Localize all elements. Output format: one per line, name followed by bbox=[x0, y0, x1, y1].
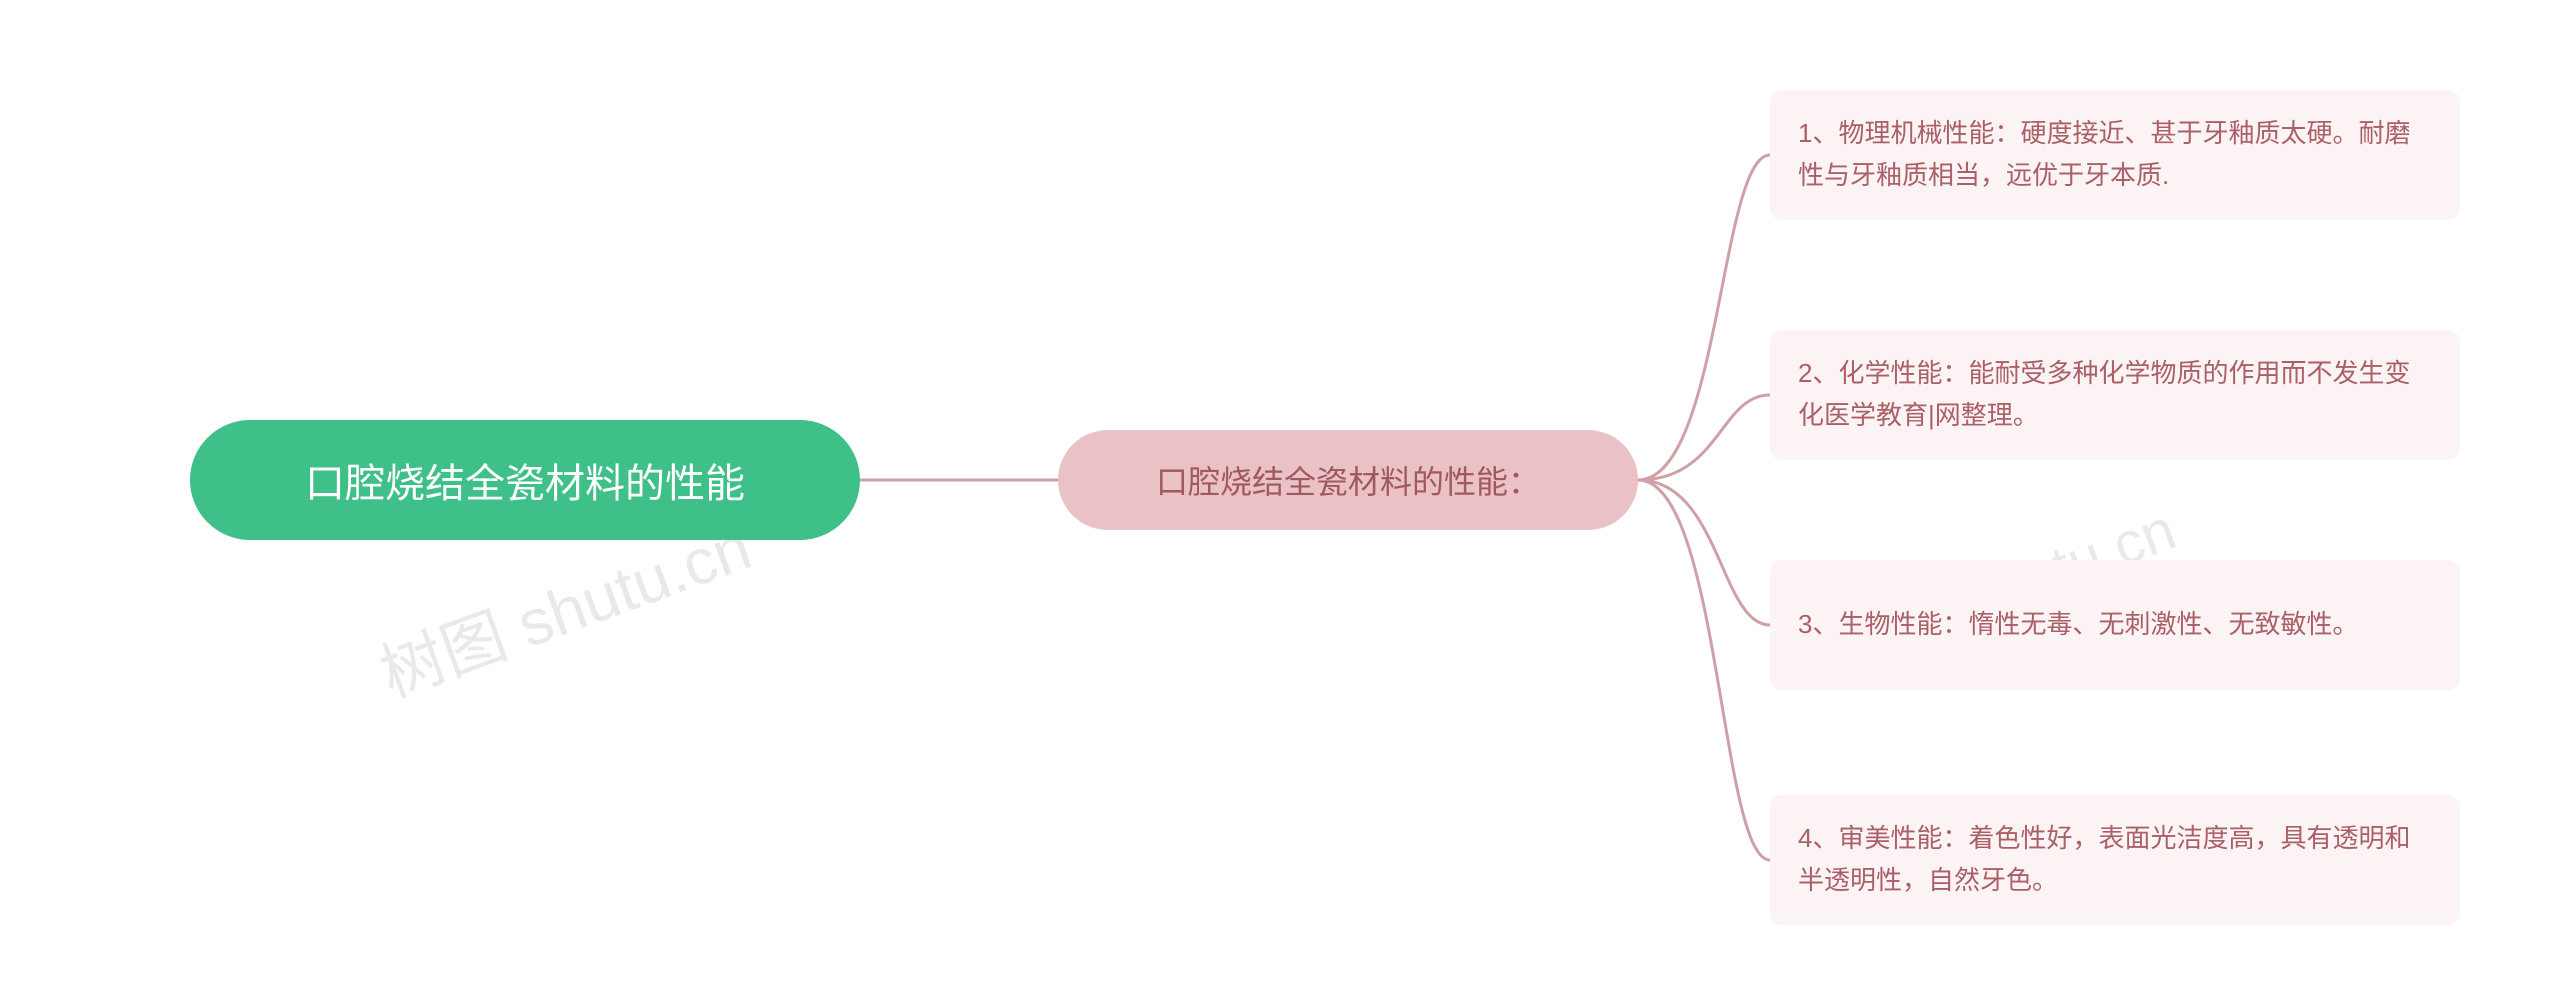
mindmap-leaf-3[interactable]: 3、生物性能：惰性无毒、无刺激性、无致敏性。 bbox=[1770, 560, 2460, 690]
leaf-label: 3、生物性能：惰性无毒、无刺激性、无致敏性。 bbox=[1798, 604, 2358, 646]
leaf-label: 4、审美性能：着色性好，表面光洁度高，具有透明和半透明性，自然牙色。 bbox=[1798, 818, 2432, 901]
mindmap-leaf-1[interactable]: 1、物理机械性能：硬度接近、甚于牙釉质太硬。耐磨性与牙釉质相当，远优于牙本质. bbox=[1770, 90, 2460, 220]
leaf-label: 1、物理机械性能：硬度接近、甚于牙釉质太硬。耐磨性与牙釉质相当，远优于牙本质. bbox=[1798, 113, 2432, 196]
mindmap-leaf-4[interactable]: 4、审美性能：着色性好，表面光洁度高，具有透明和半透明性，自然牙色。 bbox=[1770, 795, 2460, 925]
mindmap-leaf-2[interactable]: 2、化学性能：能耐受多种化学物质的作用而不发生变化医学教育|网整理。 bbox=[1770, 330, 2460, 460]
mindmap-subtitle[interactable]: 口腔烧结全瓷材料的性能： bbox=[1058, 430, 1638, 530]
mindmap-root[interactable]: 口腔烧结全瓷材料的性能 bbox=[190, 420, 860, 540]
subtitle-label: 口腔烧结全瓷材料的性能： bbox=[1156, 457, 1540, 503]
leaf-label: 2、化学性能：能耐受多种化学物质的作用而不发生变化医学教育|网整理。 bbox=[1798, 353, 2432, 436]
root-label: 口腔烧结全瓷材料的性能 bbox=[305, 451, 745, 509]
